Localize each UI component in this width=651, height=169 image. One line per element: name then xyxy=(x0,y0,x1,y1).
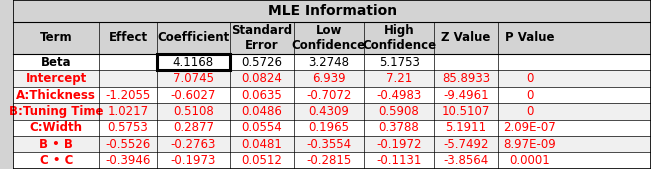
Text: -3.8564: -3.8564 xyxy=(443,154,489,167)
Text: -5.7492: -5.7492 xyxy=(443,138,489,151)
Bar xyxy=(13,54,651,70)
Text: 3.2748: 3.2748 xyxy=(309,56,350,69)
Text: Z Value: Z Value xyxy=(441,31,491,44)
Text: B:Tuning Time: B:Tuning Time xyxy=(9,105,104,118)
Bar xyxy=(13,0,651,22)
Text: 8.97E-09: 8.97E-09 xyxy=(503,138,556,151)
Text: C • C: C • C xyxy=(40,154,73,167)
Text: A:Thickness: A:Thickness xyxy=(16,89,96,102)
Text: 0: 0 xyxy=(526,89,534,102)
Text: -1.2055: -1.2055 xyxy=(105,89,150,102)
Bar xyxy=(13,70,651,87)
Bar xyxy=(13,120,651,136)
Text: Standard
Error: Standard Error xyxy=(231,24,292,52)
Text: C:Width: C:Width xyxy=(30,121,83,134)
Text: 0.5108: 0.5108 xyxy=(173,105,214,118)
Text: 0.0481: 0.0481 xyxy=(242,138,283,151)
Text: 7.0745: 7.0745 xyxy=(173,72,214,85)
Text: MLE Information: MLE Information xyxy=(268,4,396,18)
Text: 5.1753: 5.1753 xyxy=(379,56,419,69)
Text: -0.2763: -0.2763 xyxy=(171,138,216,151)
Text: 0.5753: 0.5753 xyxy=(107,121,148,134)
Text: 0.0824: 0.0824 xyxy=(242,72,283,85)
Text: Intercept: Intercept xyxy=(25,72,87,85)
Text: P Value: P Value xyxy=(505,31,555,44)
Text: -0.6027: -0.6027 xyxy=(171,89,216,102)
Text: 0.0486: 0.0486 xyxy=(242,105,283,118)
Text: -9.4961: -9.4961 xyxy=(443,89,489,102)
Text: -0.5526: -0.5526 xyxy=(105,138,150,151)
Text: -0.3554: -0.3554 xyxy=(307,138,352,151)
Text: Beta: Beta xyxy=(41,56,72,69)
Text: 0.2877: 0.2877 xyxy=(173,121,214,134)
Text: -0.2815: -0.2815 xyxy=(306,154,352,167)
Text: 0.0001: 0.0001 xyxy=(510,154,550,167)
Text: 6.939: 6.939 xyxy=(312,72,346,85)
Text: -0.1973: -0.1973 xyxy=(171,154,216,167)
Text: 0.4309: 0.4309 xyxy=(309,105,350,118)
Text: Coefficient: Coefficient xyxy=(158,31,230,44)
Text: Low
Confidence: Low Confidence xyxy=(292,24,366,52)
Bar xyxy=(13,22,651,54)
Bar xyxy=(13,103,651,120)
Text: 0.1965: 0.1965 xyxy=(309,121,350,134)
Text: High
Confidence: High Confidence xyxy=(362,24,436,52)
Bar xyxy=(13,136,651,152)
Text: 4.1168: 4.1168 xyxy=(173,56,214,69)
Text: B • B: B • B xyxy=(39,138,73,151)
Bar xyxy=(13,152,651,169)
Bar xyxy=(13,87,651,103)
Text: -0.7072: -0.7072 xyxy=(306,89,352,102)
Text: -0.4983: -0.4983 xyxy=(376,89,422,102)
Text: -0.1131: -0.1131 xyxy=(376,154,422,167)
Text: -0.3946: -0.3946 xyxy=(105,154,150,167)
Text: 7.21: 7.21 xyxy=(386,72,412,85)
Text: Effect: Effect xyxy=(109,31,148,44)
Text: 5.1911: 5.1911 xyxy=(445,121,486,134)
Text: 0.3788: 0.3788 xyxy=(379,121,419,134)
Text: 10.5107: 10.5107 xyxy=(442,105,490,118)
Text: 0.0512: 0.0512 xyxy=(242,154,283,167)
Text: 0.0635: 0.0635 xyxy=(242,89,283,102)
Text: 0: 0 xyxy=(526,105,534,118)
Text: 0.5908: 0.5908 xyxy=(379,105,419,118)
Text: -0.1972: -0.1972 xyxy=(376,138,422,151)
Text: 2.09E-07: 2.09E-07 xyxy=(503,121,556,134)
Text: 0: 0 xyxy=(526,72,534,85)
Text: 85.8933: 85.8933 xyxy=(442,72,490,85)
Text: 0.0554: 0.0554 xyxy=(242,121,283,134)
Text: 1.0217: 1.0217 xyxy=(107,105,148,118)
Text: 0.5726: 0.5726 xyxy=(242,56,283,69)
Text: Term: Term xyxy=(40,31,72,44)
Bar xyxy=(157,54,230,70)
